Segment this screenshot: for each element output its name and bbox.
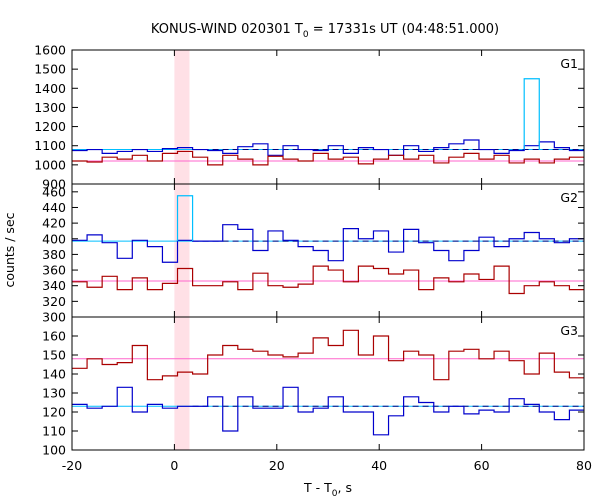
panel-g2-series-0 xyxy=(72,224,584,263)
x-tick-label: 40 xyxy=(371,458,387,473)
panel-g1-ytick-label: 1200 xyxy=(34,119,66,134)
panel-g2-ytick-label: 440 xyxy=(42,200,66,215)
panel-g3-ytick-label: 150 xyxy=(42,348,66,363)
panel-g3-ytick-label: 160 xyxy=(42,329,66,344)
panel-g3-series-1 xyxy=(72,329,584,381)
panel-g2-ytick-label: 380 xyxy=(42,247,66,262)
panel-g3-ytick-label: 110 xyxy=(42,424,66,439)
panel-g2-ytick-label: 360 xyxy=(42,263,66,278)
panel-g1-ytick-label: 1600 xyxy=(34,43,66,58)
x-tick-label: -20 xyxy=(62,458,82,473)
highlight-band xyxy=(174,50,190,450)
panel-g3-ytick-label: 130 xyxy=(42,386,66,401)
panel-g2-ytick-label: 420 xyxy=(42,216,66,231)
panel-g2-ytick-label: 320 xyxy=(42,294,66,309)
x-axis-label: T - T0, s xyxy=(303,480,352,499)
panel-g2-ytick-label: 400 xyxy=(42,231,66,246)
panel-g1-label: G1 xyxy=(560,56,578,71)
panel-g1-ytick-label: 1300 xyxy=(34,100,66,115)
panel-g1-series-1 xyxy=(72,150,584,166)
panel-g1-spike xyxy=(523,78,540,150)
panel-g2-label: G2 xyxy=(560,190,578,205)
x-tick-label: 80 xyxy=(576,458,592,473)
panel-g3-frame xyxy=(71,316,585,451)
x-tick-label: 20 xyxy=(269,458,285,473)
panel-g2-spike xyxy=(176,195,194,242)
x-tick-label: 60 xyxy=(474,458,490,473)
panel-g3-series-0 xyxy=(72,386,584,436)
panel-g3-ytick-label: 120 xyxy=(42,405,66,420)
y-axis-label: counts / sec xyxy=(2,212,17,287)
panel-g1-ytick-label: 1400 xyxy=(34,81,66,96)
panel-g1-ytick-label: 1000 xyxy=(34,157,66,172)
panel-g3-label: G3 xyxy=(560,323,578,338)
panels-group: 9001000110012001300140015001600G13003203… xyxy=(34,43,592,474)
panel-g2-ytick-label: 300 xyxy=(42,310,66,325)
panel-g3-ytick-label: 140 xyxy=(42,367,66,382)
panel-g1-ytick-label: 1500 xyxy=(34,62,66,77)
panel-g2-ytick-label: 460 xyxy=(42,184,66,199)
panel-g2-ytick-label: 340 xyxy=(42,278,66,293)
panel-g2-series-1 xyxy=(72,265,584,295)
x-tick-label: 0 xyxy=(170,458,178,473)
panel-g1-series-0 xyxy=(72,139,584,156)
panel-g3-ytick-label: 100 xyxy=(42,443,66,458)
chart-title: KONUS-WIND 020301 T0 = 17331s UT (04:48:… xyxy=(151,22,499,40)
panel-g1-frame xyxy=(71,49,585,185)
panel-g1-ytick-label: 900 xyxy=(42,177,66,192)
panel-g1-ytick-label: 1100 xyxy=(34,138,66,153)
